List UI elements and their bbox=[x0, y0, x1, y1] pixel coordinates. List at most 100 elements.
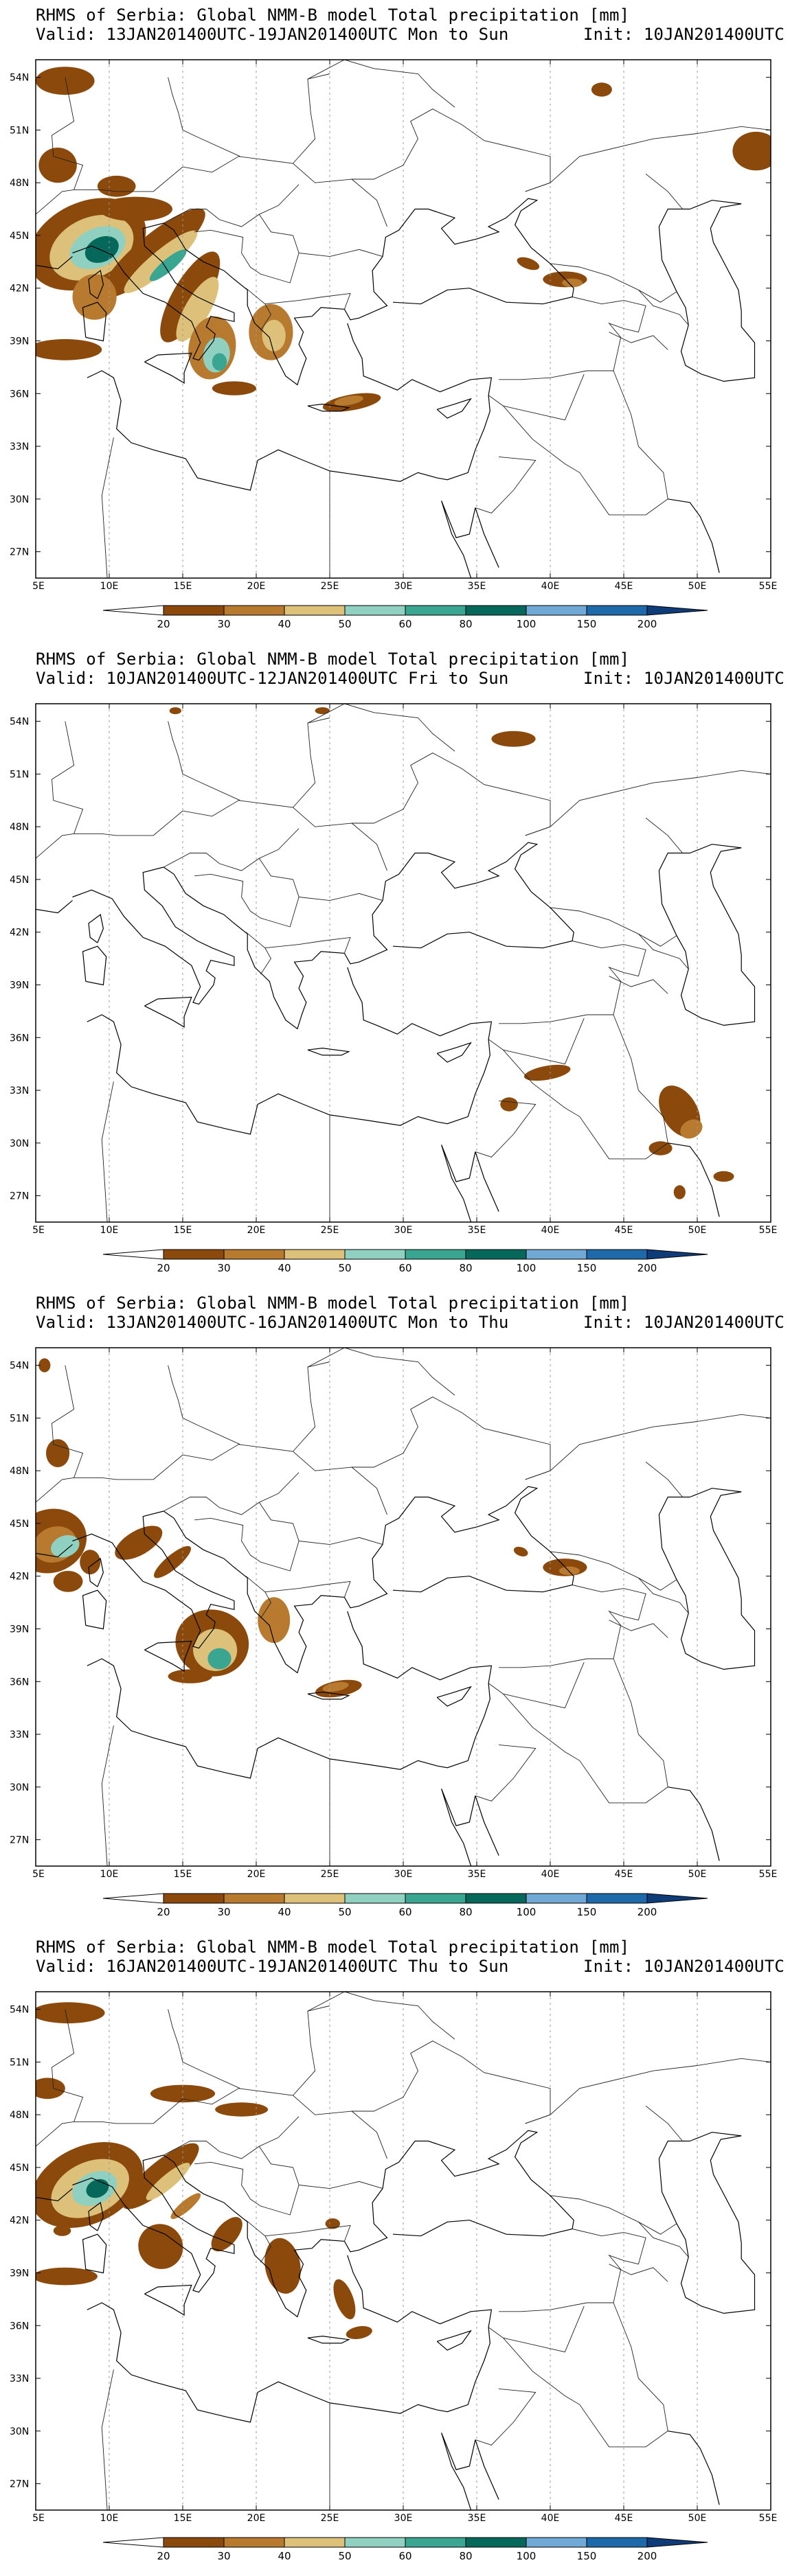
precip-contour bbox=[211, 2217, 242, 2252]
graticule bbox=[109, 704, 698, 1222]
colorbar-level-label: 100 bbox=[517, 618, 537, 630]
lon-tick-label: 5E bbox=[32, 1225, 45, 1236]
valid-period: Valid: 10JAN201400UTC-12JAN201400UTC Fri… bbox=[36, 669, 509, 688]
colorbar-level-label: 150 bbox=[577, 1262, 597, 1274]
lat-tick-label: 27N bbox=[10, 2479, 29, 2490]
precip-contour bbox=[99, 196, 172, 222]
lon-tick-label: 40E bbox=[541, 581, 560, 592]
lon-tick-label: 35E bbox=[468, 2513, 486, 2524]
lat-tick-label: 39N bbox=[10, 336, 29, 347]
colorbar-level-label: 150 bbox=[577, 2550, 597, 2562]
lon-tick-label: 35E bbox=[468, 1869, 486, 1880]
precip-contour bbox=[38, 1358, 51, 1372]
lon-tick-label: 50E bbox=[688, 581, 707, 592]
precip-contour bbox=[36, 67, 95, 95]
colorbar-level-label: 50 bbox=[338, 618, 351, 630]
colorbar-level-label: 40 bbox=[278, 2550, 291, 2562]
colorbar-level-label: 60 bbox=[398, 1906, 411, 1918]
colorbar-level-label: 50 bbox=[338, 2550, 351, 2562]
colorbar: 20 30 40 50 60 80 100 150 200 bbox=[102, 1249, 708, 1274]
lon-tick-label: 5E bbox=[32, 2513, 45, 2524]
colorbar-level-label: 40 bbox=[278, 618, 291, 630]
graticule bbox=[109, 1348, 698, 1866]
precipitation-map: 5E 10E 15E 20E 25E 30E 35E 40E 45E 50E 55E 54N 51N 48… bbox=[10, 703, 778, 1274]
precipitation-shading bbox=[169, 707, 734, 1199]
precipitation-map: 5E 10E 15E 20E 25E 30E 35E 40E 45E 50E 55E 54N 51N 48… bbox=[10, 1991, 777, 2562]
precip-contour bbox=[124, 230, 198, 293]
colorbar-upper-arrow bbox=[646, 605, 708, 616]
lat-tick-label: 30N bbox=[10, 2426, 29, 2437]
lat-tick-label: 33N bbox=[10, 1085, 29, 1096]
colorbar-swatch bbox=[405, 605, 466, 616]
colorbar-swatch bbox=[223, 1249, 285, 1260]
colorbar-level-label: 80 bbox=[459, 1262, 472, 1274]
lon-tick-label: 10E bbox=[100, 1869, 119, 1880]
init-time: Init: 10JAN201400UTC bbox=[583, 669, 785, 688]
colorbar-swatch bbox=[284, 2537, 346, 2548]
lon-tick-label: 45E bbox=[615, 1225, 633, 1236]
colorbar-level-label: 100 bbox=[517, 2550, 537, 2562]
precip-contour bbox=[36, 2267, 98, 2286]
colorbar-swatch bbox=[344, 605, 406, 616]
init-time: Init: 10JAN201400UTC bbox=[583, 1313, 785, 1332]
colorbar-level-label: 50 bbox=[338, 1906, 351, 1918]
precip-contour bbox=[258, 1597, 291, 1643]
precip-contour bbox=[491, 731, 536, 747]
lat-tick-label: 33N bbox=[10, 441, 29, 452]
lat-tick-label: 27N bbox=[10, 1835, 29, 1846]
lat-tick-label: 36N bbox=[10, 1033, 29, 1044]
coastlines bbox=[36, 842, 756, 1222]
colorbar-level-label: 30 bbox=[217, 2550, 230, 2562]
precip-contour bbox=[97, 175, 136, 197]
colorbar-level-label: 200 bbox=[637, 2550, 657, 2562]
colorbar-level-label: 100 bbox=[517, 1906, 537, 1918]
lon-tick-label: 50E bbox=[688, 2513, 707, 2524]
precip-contour bbox=[732, 131, 771, 171]
colorbar-level-label: 60 bbox=[398, 618, 411, 630]
panel-title: RHMS of Serbia: Global NMM-B model Total… bbox=[36, 1937, 630, 1957]
lat-tick-label: 27N bbox=[10, 1191, 29, 1202]
lon-tick-label: 40E bbox=[541, 2513, 560, 2524]
precip-contour bbox=[713, 1171, 734, 1182]
colorbar-swatch bbox=[586, 1893, 648, 1904]
colorbar-swatch bbox=[465, 1249, 527, 1260]
lat-tick-label: 48N bbox=[10, 178, 29, 189]
precip-contour bbox=[36, 2002, 105, 2024]
colorbar-upper-arrow bbox=[646, 2537, 708, 2548]
precip-contour bbox=[101, 208, 205, 298]
country-borders bbox=[36, 704, 771, 1222]
colorbar-level-label: 20 bbox=[157, 2550, 170, 2562]
lat-tick-label: 36N bbox=[10, 2321, 29, 2332]
precip-contour bbox=[212, 381, 256, 395]
lon-tick-label: 30E bbox=[394, 581, 413, 592]
colorbar-swatch bbox=[163, 605, 225, 616]
lat-tick-label: 51N bbox=[10, 125, 29, 136]
precip-contour bbox=[264, 2238, 301, 2294]
precip-contour bbox=[168, 1669, 212, 1683]
lat-tick-label: 30N bbox=[10, 494, 29, 505]
colorbar-upper-arrow bbox=[646, 1249, 708, 1260]
colorbar-swatch bbox=[405, 1893, 466, 1904]
lat-tick-label: 45N bbox=[10, 2163, 29, 2174]
colorbar-level-label: 80 bbox=[459, 2550, 472, 2562]
lon-tick-label: 35E bbox=[468, 581, 486, 592]
lon-tick-label: 50E bbox=[688, 1869, 707, 1880]
lon-tick-label: 15E bbox=[174, 1225, 192, 1236]
lon-tick-label: 55E bbox=[759, 1225, 778, 1236]
precip-contour bbox=[333, 2279, 356, 2320]
panel-title: RHMS of Serbia: Global NMM-B model Total… bbox=[36, 1293, 630, 1313]
precip-contour bbox=[84, 235, 119, 263]
lon-tick-label: 15E bbox=[174, 1869, 192, 1880]
lat-tick-label: 51N bbox=[10, 2057, 29, 2068]
precipitation-map: 5E 10E 15E 20E 25E 30E 35E 40E 45E 50E 55E 54N 51N 48… bbox=[10, 1347, 777, 1918]
lat-tick-label: 51N bbox=[10, 1413, 29, 1424]
lat-tick-label: 42N bbox=[10, 2216, 29, 2227]
graticule bbox=[109, 60, 698, 578]
lon-tick-label: 50E bbox=[688, 1225, 707, 1236]
lon-tick-label: 25E bbox=[321, 1225, 339, 1236]
axis-ticks bbox=[35, 704, 771, 1222]
precip-contour bbox=[146, 2163, 190, 2200]
precipitation-map: 5E 10E 15E 20E 25E 30E 35E 40E 45E 50E 55E 54N 51N 48… bbox=[10, 59, 777, 630]
colorbar-swatch bbox=[344, 2537, 406, 2548]
lon-tick-label: 40E bbox=[541, 1225, 560, 1236]
